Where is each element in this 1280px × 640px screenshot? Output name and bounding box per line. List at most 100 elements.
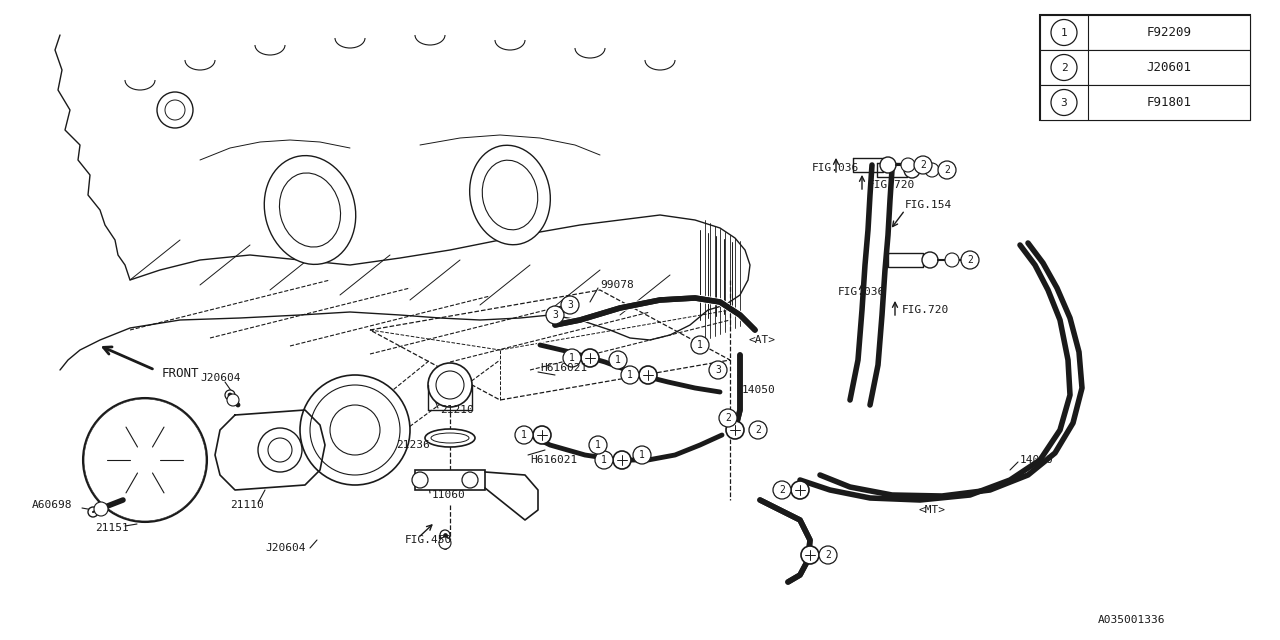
Circle shape [439, 537, 451, 549]
Text: 1: 1 [1061, 28, 1068, 38]
Text: 2: 2 [1061, 63, 1068, 72]
Text: H616021: H616021 [540, 363, 588, 373]
Circle shape [532, 426, 550, 444]
Text: FIG.036: FIG.036 [838, 287, 886, 297]
Circle shape [961, 251, 979, 269]
Circle shape [938, 161, 956, 179]
Bar [1039, 85, 1251, 120]
Text: 11060: 11060 [433, 490, 466, 500]
Circle shape [412, 472, 428, 488]
Text: A60698: A60698 [32, 500, 73, 510]
Circle shape [436, 371, 465, 399]
Text: 2: 2 [920, 160, 925, 170]
Ellipse shape [483, 160, 538, 230]
Text: J20604: J20604 [200, 373, 241, 383]
Text: 2: 2 [968, 255, 973, 265]
Bar [415, 470, 485, 490]
Ellipse shape [279, 173, 340, 247]
Circle shape [881, 157, 896, 173]
Circle shape [801, 546, 819, 564]
Circle shape [819, 546, 837, 564]
Circle shape [547, 306, 564, 324]
Circle shape [105, 420, 186, 500]
Ellipse shape [425, 429, 475, 447]
Text: 1: 1 [602, 455, 607, 465]
Text: 2: 2 [724, 413, 731, 423]
Bar [1039, 50, 1251, 85]
Text: 1: 1 [698, 340, 703, 350]
Ellipse shape [264, 156, 356, 264]
Text: 1: 1 [627, 370, 632, 380]
Circle shape [310, 385, 401, 475]
Circle shape [515, 426, 532, 444]
Text: 1: 1 [595, 440, 600, 450]
Ellipse shape [431, 433, 468, 443]
Text: 14050: 14050 [1020, 455, 1053, 465]
Text: 1: 1 [616, 355, 621, 365]
Text: 3: 3 [1061, 97, 1068, 108]
Text: 1: 1 [639, 450, 645, 460]
Text: 1: 1 [521, 430, 527, 440]
Text: 14050: 14050 [742, 385, 776, 395]
Text: F91801: F91801 [1147, 96, 1192, 109]
Circle shape [709, 361, 727, 379]
Text: 21151: 21151 [95, 523, 129, 533]
Circle shape [925, 163, 940, 177]
Circle shape [428, 363, 472, 407]
Text: 1: 1 [570, 353, 575, 363]
Circle shape [945, 253, 959, 267]
Circle shape [330, 405, 380, 455]
Circle shape [131, 445, 160, 475]
Bar [1039, 15, 1251, 120]
Circle shape [691, 336, 709, 354]
Text: J20604: J20604 [265, 543, 306, 553]
Circle shape [227, 394, 239, 406]
Circle shape [609, 351, 627, 369]
Circle shape [561, 296, 579, 314]
Text: 2: 2 [945, 165, 950, 175]
Text: <AT>: <AT> [748, 335, 774, 345]
Bar [1039, 15, 1251, 50]
Circle shape [165, 100, 186, 120]
Circle shape [749, 421, 767, 439]
Circle shape [563, 349, 581, 367]
Circle shape [595, 451, 613, 469]
Circle shape [116, 432, 173, 488]
Text: 21236: 21236 [396, 440, 430, 450]
Text: 3: 3 [716, 365, 721, 375]
Text: FIG.720: FIG.720 [868, 180, 915, 190]
Text: FIG.720: FIG.720 [902, 305, 950, 315]
Circle shape [791, 481, 809, 499]
Circle shape [581, 349, 599, 367]
Circle shape [613, 451, 631, 469]
Circle shape [93, 408, 197, 512]
Circle shape [87, 402, 204, 518]
Text: FIG.450: FIG.450 [404, 535, 452, 545]
Text: F92209: F92209 [1147, 26, 1192, 39]
Circle shape [84, 399, 206, 521]
Text: 21110: 21110 [230, 500, 264, 510]
Text: FIG.154: FIG.154 [905, 200, 952, 210]
Circle shape [1051, 19, 1076, 45]
Circle shape [773, 481, 791, 499]
Circle shape [901, 158, 915, 172]
Text: A035001336: A035001336 [1097, 615, 1165, 625]
Circle shape [621, 366, 639, 384]
Circle shape [634, 446, 652, 464]
Circle shape [726, 421, 744, 439]
Circle shape [90, 405, 200, 515]
Circle shape [922, 252, 938, 268]
Circle shape [225, 390, 236, 400]
Text: H616021: H616021 [530, 455, 577, 465]
Circle shape [259, 428, 302, 472]
Circle shape [719, 409, 737, 427]
Text: 99078: 99078 [600, 280, 634, 290]
Text: <MT>: <MT> [918, 505, 945, 515]
Circle shape [268, 438, 292, 462]
Text: FRONT: FRONT [163, 367, 200, 380]
Text: 2: 2 [755, 425, 760, 435]
Circle shape [462, 472, 477, 488]
Text: J20601: J20601 [1147, 61, 1192, 74]
Circle shape [1051, 90, 1076, 115]
Circle shape [157, 92, 193, 128]
